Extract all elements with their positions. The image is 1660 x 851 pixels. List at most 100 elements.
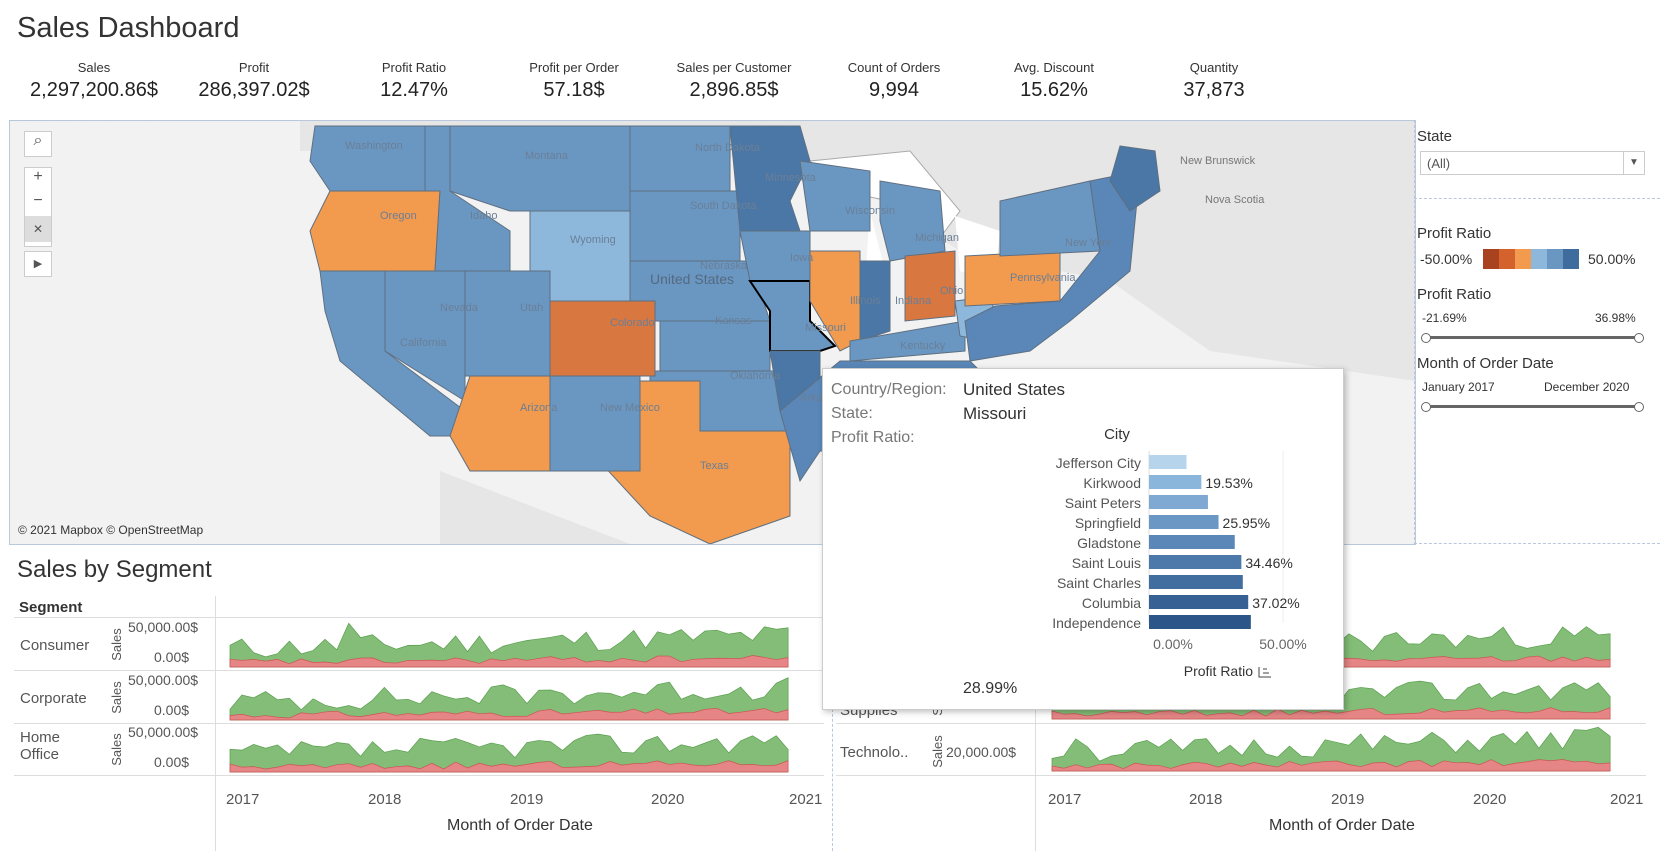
bar-value-label: 34.46%: [1245, 555, 1292, 571]
month-slider[interactable]: [1425, 405, 1640, 408]
state-label: Pennsylvania: [1010, 272, 1076, 284]
state-label: North Dakota: [695, 142, 761, 154]
measure-label: Sales: [108, 628, 124, 661]
state-north-dakota: [629, 125, 731, 192]
state-colorado: [549, 300, 656, 377]
category-xaxis-title: Month of Order Date: [1269, 817, 1415, 834]
state-label: Oklahoma: [730, 370, 781, 382]
bar-category-label: Saint Peters: [1065, 495, 1141, 511]
bar: [1149, 575, 1243, 589]
month-filter-title: Month of Order Date: [1417, 355, 1554, 372]
segment-row-label: Home Office: [20, 729, 61, 763]
x-tick-label: 2020: [651, 791, 685, 808]
play-icon[interactable]: ▶: [24, 251, 52, 277]
state-label: Illinois: [850, 295, 881, 307]
kpi-value: 37,873: [1183, 79, 1245, 101]
tooltip-country-value: United States: [963, 380, 1066, 399]
profit-ratio-max: 36.98%: [1595, 311, 1636, 325]
kpi-label: Profit per Order: [529, 60, 619, 75]
bar-category-label: Gladstone: [1077, 535, 1141, 551]
zoom-out-icon[interactable]: −: [33, 192, 43, 209]
segment-row-label: Corporate: [20, 690, 87, 707]
divider: [14, 617, 824, 618]
state-indiana: [859, 260, 891, 342]
us-map[interactable]: Washington Oregon Idaho Montana Wyoming North…: [10, 121, 1415, 544]
state-label: Missouri: [805, 322, 846, 334]
chevron-down-icon[interactable]: ▼: [1623, 152, 1644, 174]
kpi-count-of-orders: Count of Orders 9,994: [814, 60, 974, 102]
state-wisconsin: [799, 160, 871, 232]
measure-label: Sales: [108, 733, 124, 766]
map-attribution: © 2021 Mapbox © OpenStreetMap: [18, 523, 203, 537]
kpi-label: Quantity: [1189, 60, 1239, 75]
divider: [1414, 198, 1660, 199]
x-tick-label: 2021: [1610, 791, 1644, 808]
legend-swatch: [1531, 249, 1547, 269]
segment-area-charts[interactable]: [218, 617, 830, 782]
month-min: January 2017: [1422, 380, 1495, 394]
state-label: New Mexico: [600, 402, 660, 414]
state-label: Minnesota: [765, 172, 817, 184]
x-tick-label: 2018: [1189, 791, 1223, 808]
state-washington: [309, 125, 426, 192]
x-tick-label: 2021: [789, 791, 823, 808]
state-ohio: [904, 250, 956, 322]
city-profit-ratio-chart: City Jefferson City Kirkwood 19.53% Saint Pe…: [1052, 426, 1307, 679]
bar-category-label: Jefferson City: [1056, 455, 1141, 471]
measure-label: Sales: [108, 681, 124, 714]
bar-value-label: 19.53%: [1205, 475, 1252, 491]
kpi-value: 9,994: [868, 79, 920, 101]
slider-handle-min[interactable]: [1421, 402, 1431, 412]
tooltip-country-key: Country/Region:: [831, 381, 947, 398]
row-divider: [14, 775, 824, 776]
bar: [1149, 495, 1208, 509]
bar-value-label: 37.02%: [1252, 595, 1299, 611]
bar-category-label: Saint Louis: [1072, 555, 1141, 571]
kpi-value: 2,297,200.86$: [30, 79, 158, 101]
slider-handle-min[interactable]: [1421, 333, 1431, 343]
divider: [1414, 120, 1415, 545]
state-select[interactable]: (All) ▼: [1420, 151, 1645, 175]
row-divider: [836, 775, 1646, 776]
zoom-in-icon[interactable]: +: [33, 168, 43, 185]
map-search-icon[interactable]: ⌕: [24, 131, 52, 157]
segment-column-header: Segment: [19, 599, 83, 616]
slider-handle-max[interactable]: [1634, 333, 1644, 343]
bar: [1149, 515, 1219, 529]
tooltip-state-key: State:: [831, 405, 873, 422]
legend-swatch: [1563, 249, 1579, 269]
state-filter-label: State: [1417, 128, 1453, 145]
state-label: Montana: [525, 150, 569, 162]
kpi-profit-per-order: Profit per Order 57.18$: [494, 60, 654, 102]
region-label: New Brunswick: [1180, 155, 1256, 167]
page-title: Sales Dashboard: [17, 12, 240, 44]
row-divider: [14, 670, 824, 671]
state-label: Iowa: [790, 252, 814, 264]
sales-area: [229, 622, 789, 668]
x-tick-label: 2017: [1048, 791, 1082, 808]
profit-ratio-min: -21.69%: [1422, 311, 1467, 325]
month-max: December 2020: [1544, 380, 1630, 394]
slider-handle-max[interactable]: [1634, 402, 1644, 412]
bar: [1149, 595, 1249, 609]
color-legend: [1483, 249, 1579, 269]
x-tick-label: 2019: [1331, 791, 1365, 808]
reset-icon[interactable]: ✕: [25, 216, 51, 242]
profit-ratio-slider[interactable]: [1425, 336, 1640, 339]
state-label: South Dakota: [690, 200, 758, 212]
measure-label: Sales: [929, 735, 945, 768]
state-label: Indiana: [895, 295, 932, 307]
kpi-profit-ratio: Profit Ratio 12.47%: [334, 60, 494, 102]
state-label: Ohio: [940, 285, 963, 297]
state-tooltip: Country/Region: United States State: Mis…: [822, 368, 1344, 710]
state-label: Colorado: [610, 317, 655, 329]
sales-area: [1051, 726, 1611, 772]
bar-value-label: 25.95%: [1223, 515, 1270, 531]
kpi-label: Profit Ratio: [381, 60, 447, 75]
divider: [1414, 543, 1660, 544]
tooltip-ratio-key: Profit Ratio:: [831, 429, 915, 446]
y-tick-label: 0.00$: [154, 702, 190, 718]
state-select-value: (All): [1427, 156, 1451, 171]
map-zoom-controls: + − ✕: [24, 167, 52, 247]
profit-ratio-filter-title: Profit Ratio: [1417, 286, 1492, 303]
